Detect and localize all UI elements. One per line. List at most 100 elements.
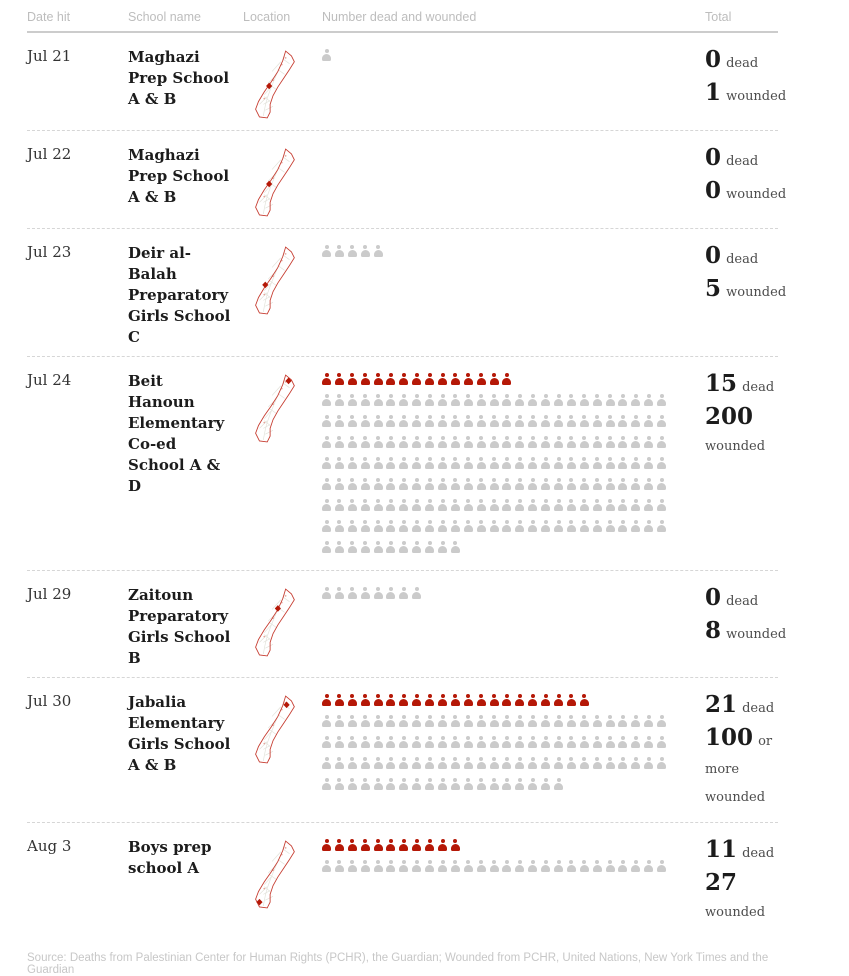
person-icon-wounded [566, 757, 576, 769]
dead-total-line: 0 dead [705, 243, 797, 273]
person-icon-wounded [347, 478, 357, 490]
gaza-outline [255, 588, 295, 657]
date-hit: Jul 29 [27, 585, 72, 603]
person-icon-wounded [502, 436, 512, 448]
person-icon-wounded [489, 478, 499, 490]
person-icon-dead [386, 839, 396, 851]
column-header-date-hit: Date hit [27, 10, 71, 24]
person-icon-wounded [592, 757, 602, 769]
person-icon-wounded [579, 478, 589, 490]
person-icon-dead [334, 373, 344, 385]
person-icon-dead [412, 694, 422, 706]
person-icon-wounded [373, 436, 383, 448]
person-icon-wounded [450, 541, 460, 553]
person-icon-wounded [631, 715, 641, 727]
person-icon-wounded [463, 457, 473, 469]
person-icon-wounded [554, 478, 564, 490]
person-icon-wounded [631, 736, 641, 748]
person-icon-wounded [605, 415, 615, 427]
person-icon-wounded [412, 436, 422, 448]
person-icon-wounded [450, 757, 460, 769]
person-icon-dead [425, 839, 435, 851]
person-icon-wounded [502, 478, 512, 490]
person-icon-wounded [515, 778, 525, 790]
casualty-icons [322, 243, 672, 348]
person-icon-wounded [566, 394, 576, 406]
person-icon-wounded [657, 736, 667, 748]
person-icon-wounded [463, 415, 473, 427]
person-icon-wounded [322, 457, 331, 469]
person-icon-wounded [592, 394, 602, 406]
person-icon-wounded [476, 415, 486, 427]
person-icon-wounded [322, 394, 331, 406]
person-icon-wounded [399, 520, 409, 532]
person-icon-wounded [322, 49, 331, 61]
person-icon-wounded [657, 436, 667, 448]
person-icon-wounded [541, 394, 551, 406]
dead-total-label: dead [726, 252, 759, 267]
person-icon-dead [360, 694, 370, 706]
road-network [259, 845, 290, 907]
person-icon-wounded [554, 715, 564, 727]
person-icon-wounded [463, 436, 473, 448]
person-icon-dead [373, 839, 383, 851]
person-icon-wounded [334, 736, 344, 748]
person-icon-wounded [644, 860, 654, 872]
wounded-total: 0 [705, 177, 722, 204]
person-icon-wounded [412, 736, 422, 748]
road-network [259, 379, 290, 441]
person-icon-wounded [373, 860, 383, 872]
person-icon-wounded [528, 736, 538, 748]
person-icon-wounded [386, 778, 396, 790]
person-icon-wounded [386, 478, 396, 490]
person-icon-dead [450, 694, 460, 706]
person-icon-wounded [412, 415, 422, 427]
person-icon-wounded [463, 499, 473, 511]
person-icon-wounded [502, 394, 512, 406]
person-icon-wounded [360, 394, 370, 406]
person-icon-wounded [438, 478, 448, 490]
source-note: Source: Deaths from Palestinian Center f… [27, 952, 769, 976]
person-icon-wounded [579, 715, 589, 727]
date-hit: Aug 3 [27, 837, 72, 855]
road-network [259, 251, 290, 313]
person-icon-wounded [566, 478, 576, 490]
person-icon-wounded [476, 478, 486, 490]
person-icon-wounded [425, 499, 435, 511]
person-icon-dead [438, 694, 448, 706]
school-location-marker [266, 180, 273, 188]
person-icon-wounded [579, 860, 589, 872]
person-icon-wounded [605, 436, 615, 448]
dead-total-label: dead [742, 380, 775, 395]
person-icon-wounded [347, 436, 357, 448]
person-icon-dead [322, 694, 331, 706]
wounded-total-label: wounded [705, 439, 766, 454]
person-icon-wounded [515, 478, 525, 490]
person-icon-wounded [399, 715, 409, 727]
person-icon-wounded [502, 415, 512, 427]
table-row: Jul 29 Zaitoun Preparatory Girls School B… [27, 571, 786, 678]
person-icon-dead [554, 694, 564, 706]
table-header: Date hit School name Location Number dea… [27, 0, 778, 33]
dead-total: 0 [705, 144, 722, 171]
column-header-total: Total [705, 10, 732, 24]
person-icon-wounded [528, 394, 538, 406]
person-icon-dead [502, 373, 512, 385]
total-cell: 0 dead 5 wounded [705, 243, 797, 348]
person-icon-wounded [515, 860, 525, 872]
person-icon-dead [399, 373, 409, 385]
location-map-cell [243, 243, 322, 348]
person-icon-wounded [373, 520, 383, 532]
wounded-total-line: 27 wounded [705, 870, 797, 926]
casualty-icons [322, 145, 672, 220]
person-icon-dead [450, 373, 460, 385]
person-icon-dead [322, 839, 331, 851]
person-icon-wounded [360, 715, 370, 727]
person-icon-wounded [489, 520, 499, 532]
dead-total: 15 [705, 370, 738, 397]
person-icon-wounded [579, 415, 589, 427]
person-icon-wounded [618, 736, 628, 748]
person-icon-wounded [515, 757, 525, 769]
person-icon-wounded [566, 499, 576, 511]
